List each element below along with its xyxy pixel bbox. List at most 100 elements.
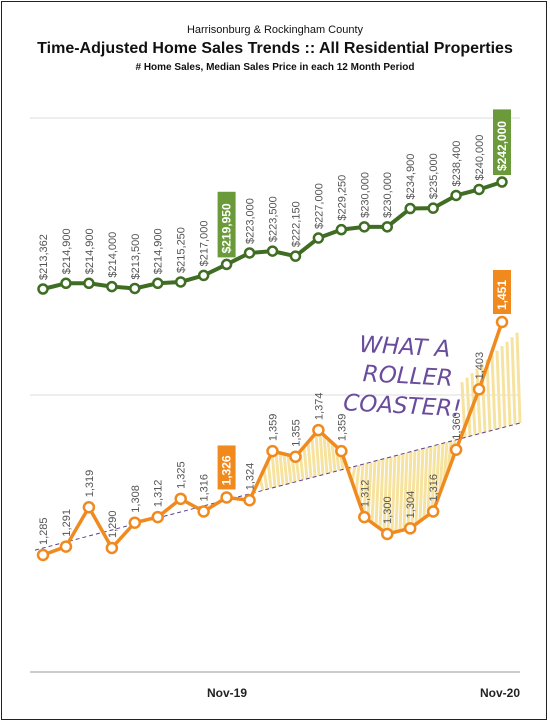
sales-data-label: 1,355	[290, 419, 302, 447]
sales-data-label: 1,290	[107, 510, 119, 538]
price-point	[174, 276, 187, 288]
price-data-label: $229,250	[336, 175, 348, 221]
price-data-label: $214,900	[153, 228, 165, 274]
price-point	[266, 245, 279, 257]
price-series: $213,362 $214,900 $214,900 $214,000 $213,500…	[37, 109, 511, 295]
sales-point	[174, 492, 187, 506]
sales-point	[36, 548, 50, 562]
shade-stroke	[434, 444, 441, 504]
shade-stroke	[266, 460, 273, 489]
price-point	[197, 269, 210, 282]
x-tick-label-2: Nov-20	[480, 686, 520, 700]
price-point	[106, 280, 118, 293]
price-data-label: $223,500	[268, 196, 280, 242]
sales-data-label: 1,316	[199, 474, 211, 502]
shade-stroke	[465, 377, 472, 437]
price-point	[289, 250, 302, 262]
sales-point	[82, 501, 96, 514]
sales-data-label: 1,300	[382, 496, 394, 524]
sales-data-label: 1,312	[153, 480, 165, 508]
price-point	[60, 277, 72, 290]
shade-stroke	[422, 447, 429, 519]
annotation-line-2: ROLLER	[362, 361, 453, 392]
shade-stroke	[418, 448, 425, 522]
price-data-label: $235,000	[428, 153, 440, 199]
county-label: Harrisonburg & Rockingham County	[186, 24, 364, 36]
price-point	[312, 232, 325, 244]
sales-highlight-label: 1,451	[495, 280, 509, 310]
shade-stroke	[354, 465, 361, 494]
sales-highlight-box	[217, 445, 236, 490]
price-point	[129, 282, 141, 295]
chart-subtitle: # Home Sales, Median Sales Price in each…	[135, 62, 415, 73]
shade-stroke	[314, 432, 321, 476]
sales-point	[449, 443, 463, 456]
shade-stroke	[318, 431, 325, 475]
price-highlight-label: $242,000	[495, 121, 509, 171]
shade-stroke	[398, 453, 405, 531]
shade-stroke	[386, 456, 393, 534]
price-data-label: $230,000	[382, 172, 394, 218]
sales-data-label: 1,316	[428, 474, 440, 502]
price-data-label: $222,150	[290, 201, 302, 247]
sales-point	[59, 540, 73, 553]
price-point	[335, 223, 348, 236]
shade-stroke	[330, 442, 337, 472]
shade-stroke	[414, 449, 421, 525]
sales-data-label: 1,291	[61, 509, 73, 537]
sales-point	[266, 444, 279, 458]
price-data-label: $214,000	[107, 232, 119, 278]
price-point	[358, 221, 371, 233]
shade-stroke	[402, 452, 409, 530]
sales-point	[197, 505, 210, 518]
sales-data-label: 1,308	[130, 485, 142, 513]
shade-stroke	[475, 368, 482, 434]
annotation-line-1: WHAT A	[359, 332, 451, 363]
sales-highlight-label: 1,326	[220, 455, 234, 485]
shade-stroke	[426, 446, 433, 516]
sales-point	[358, 510, 371, 524]
shade-stroke	[278, 452, 285, 486]
sales-data-label: 1,360	[451, 412, 463, 440]
shade-stroke	[286, 454, 293, 484]
shade-stroke	[515, 332, 522, 424]
sales-highlight-box	[493, 270, 511, 314]
sales-point	[472, 383, 486, 396]
shade-stroke	[362, 463, 369, 517]
roller-coaster-annotation: WHAT A ROLLER COASTER!	[343, 332, 462, 422]
shade-stroke	[302, 446, 309, 479]
sales-point	[426, 505, 440, 518]
shade-stroke	[262, 469, 269, 490]
price-data-label: $234,900	[405, 154, 417, 200]
shade-stroke	[274, 451, 281, 487]
price-data-label: $214,900	[84, 228, 96, 274]
shade-stroke	[322, 435, 329, 474]
price-highlight-box	[493, 109, 511, 175]
sales-point	[403, 522, 417, 535]
price-data-label: $214,900	[61, 228, 73, 274]
shade-stroke	[310, 437, 317, 477]
price-data-label: $227,000	[313, 183, 325, 229]
shade-stroke	[374, 459, 381, 526]
sales-data-label: 1,285	[38, 517, 50, 545]
x-tick-label-1: Nov-19	[207, 686, 247, 700]
shade-stroke	[394, 454, 401, 532]
sales-point	[335, 444, 348, 458]
sales-data-label: 1,403	[474, 352, 486, 380]
shade-stroke	[370, 460, 377, 523]
price-data-label: $230,000	[359, 172, 371, 218]
sales-data-label: 1,304	[405, 491, 417, 519]
sales-point	[243, 494, 256, 507]
price-point	[152, 277, 164, 290]
sales-data-label: 1,312	[359, 480, 371, 508]
shade-stroke	[306, 442, 313, 478]
price-point	[473, 183, 485, 196]
price-point	[404, 202, 416, 215]
shade-stroke	[500, 346, 507, 428]
shade-stroke	[410, 450, 417, 528]
shade-stroke	[378, 458, 385, 529]
chart-title: Time-Adjusted Home Sales Trends :: All R…	[37, 40, 513, 57]
sales-data-label: 1,324	[245, 463, 257, 491]
